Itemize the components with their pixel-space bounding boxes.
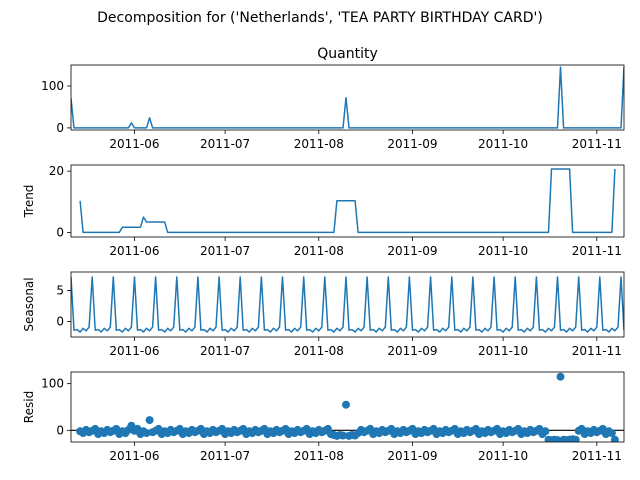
quantity-ytick-label: 100: [41, 79, 64, 93]
quantity-xtick-label: 2011-11: [572, 137, 622, 151]
resid-axes-frame: [70, 371, 625, 443]
subplot-panels: Quantity 0 100 2011-06 2011-07 2011-08 2011-09…: [22, 46, 625, 463]
quantity-xtick-label: 2011-07: [200, 137, 250, 151]
seasonal-ytick-label: 5: [56, 284, 64, 298]
resid-panel: Resid 0 100 2011-06 2011-07 2011-08 2011-09 201…: [22, 371, 625, 463]
resid-point: [607, 429, 616, 438]
seasonal-xtick-label: 2011-06: [109, 344, 159, 358]
resid-point: [339, 431, 347, 440]
seasonal-ytick-label: 0: [56, 315, 64, 329]
seasonal-panel: Seasonal 0 5 2011-06 2011-07 2011-08 2011-09 20…: [22, 271, 625, 358]
trend-axes-frame: [70, 164, 625, 238]
figure-title: Decomposition for ('Netherlands', 'TEA P…: [97, 10, 543, 26]
resid-data: [71, 372, 624, 442]
resid-xtick-label: 2011-06: [109, 449, 159, 463]
trend-xtick-label: 2011-08: [294, 244, 344, 258]
quantity-title: Quantity: [317, 46, 378, 62]
trend-series-line: [79, 168, 616, 234]
seasonal-data: [71, 276, 624, 333]
seasonal-xtick-label: 2011-07: [200, 344, 250, 358]
seasonal-ylabel: Seasonal: [22, 277, 36, 331]
resid-point: [553, 436, 562, 442]
quantity-data: [71, 66, 624, 129]
quantity-panel: Quantity 0 100 2011-06 2011-07 2011-08 2011-09…: [41, 46, 625, 151]
resid-xtick-label: 2011-10: [478, 449, 528, 463]
quantity-xtick-label: 2011-09: [387, 137, 437, 151]
trend-ytick-label: 20: [49, 164, 64, 178]
quantity-ytick-label: 0: [56, 121, 64, 135]
quantity-xtick-label: 2011-06: [109, 137, 159, 151]
trend-xtick-label: 2011-11: [572, 244, 622, 258]
seasonal-xtick-label: 2011-10: [478, 344, 528, 358]
trend-ytick-label: 0: [56, 225, 64, 239]
resid-xtick-label: 2011-09: [387, 449, 437, 463]
resid-xtick-label: 2011-11: [572, 449, 622, 463]
seasonal-xtick-label: 2011-08: [294, 344, 344, 358]
trend-xtick-label: 2011-06: [109, 244, 159, 258]
quantity-xtick-label: 2011-10: [478, 137, 528, 151]
quantity-xtick-label: 2011-08: [294, 137, 344, 151]
trend-xtick-label: 2011-09: [387, 244, 437, 258]
resid-point: [541, 427, 550, 436]
quantity-axes-frame: [70, 64, 625, 131]
resid-ytick-label: 0: [56, 423, 64, 437]
resid-point: [556, 372, 565, 381]
trend-xtick-label: 2011-10: [478, 244, 528, 258]
trend-ylabel: Trend: [22, 185, 36, 219]
resid-point: [142, 429, 151, 438]
resid-point: [610, 435, 619, 442]
seasonal-xtick-label: 2011-09: [387, 344, 437, 358]
resid-point: [571, 435, 580, 442]
resid-xtick-label: 2011-08: [294, 449, 344, 463]
seasonal-axes-frame: [70, 271, 625, 338]
trend-panel: Trend 0 20 2011-06 2011-07 2011-08 2011-09 2011…: [22, 164, 625, 258]
seasonal-xtick-label: 2011-11: [572, 344, 622, 358]
resid-point: [342, 400, 350, 409]
seasonal-series-line: [71, 276, 624, 333]
resid-ytick-label: 100: [41, 377, 64, 391]
trend-xtick-label: 2011-07: [200, 244, 250, 258]
resid-xtick-label: 2011-07: [200, 449, 250, 463]
resid-ylabel: Resid: [22, 391, 36, 423]
quantity-series-line: [71, 66, 624, 129]
resid-point: [145, 416, 154, 425]
trend-data: [79, 168, 616, 234]
